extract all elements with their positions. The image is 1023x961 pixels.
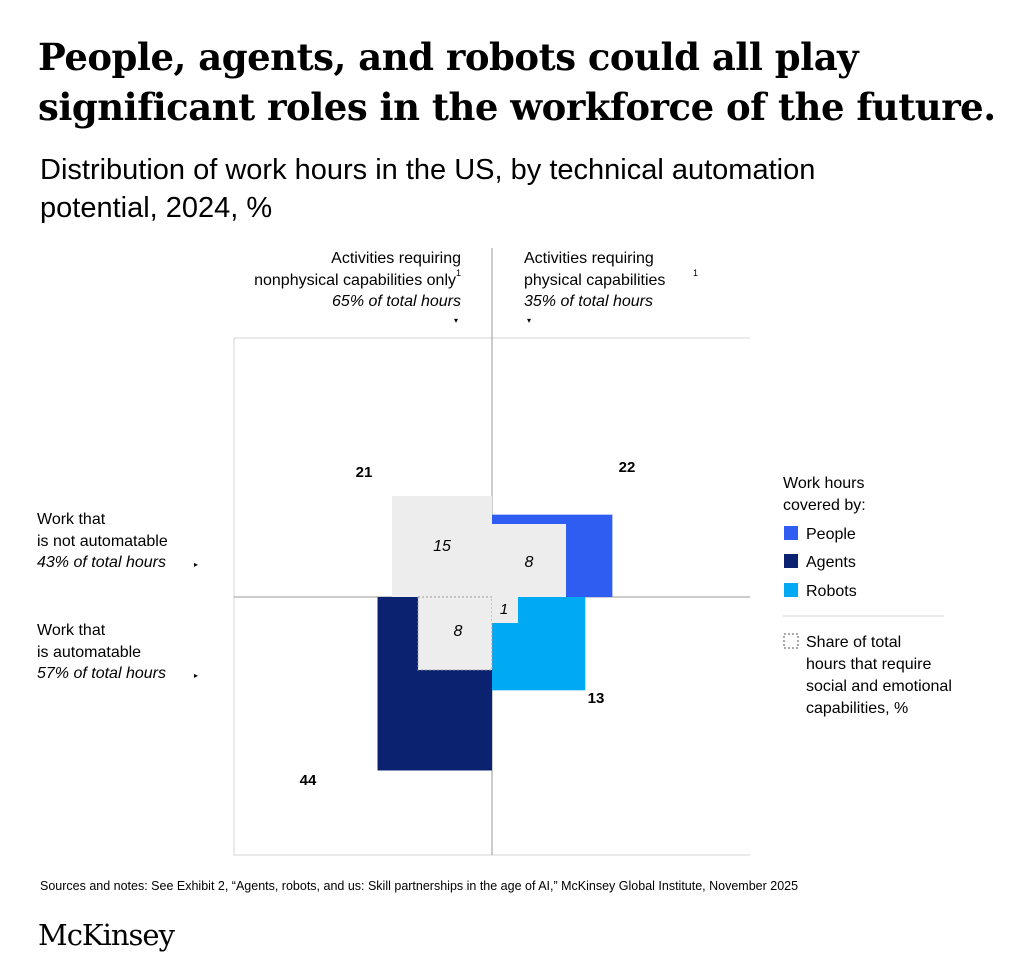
social-value-people-nonphysical: 15 xyxy=(433,538,451,555)
social-box-robots-physical xyxy=(492,597,518,623)
row-marker-automatable: ▸ xyxy=(194,671,198,680)
column-header-nonphysical-line1: Activities requiring xyxy=(331,250,461,267)
legend-title-line2: covered by: xyxy=(783,497,866,514)
row-marker-not-automatable: ▸ xyxy=(194,560,198,569)
value-label-robots-physical: 13 xyxy=(588,690,605,707)
row-header-automatable-line1: Work that xyxy=(37,622,106,639)
subtitle-line-2-main: potential, 2024, xyxy=(40,192,239,224)
subtitle-line-1: Distribution of work hours in the US, by… xyxy=(40,154,816,186)
column-share-nonphysical: 65% of total hours xyxy=(332,293,461,310)
legend-label-agents: Agents xyxy=(806,554,856,571)
row-header-not-automatable-line2: is not automatable xyxy=(37,533,168,550)
legend-social-line1: Share of total xyxy=(806,634,901,651)
row-share-automatable: 57% of total hours xyxy=(37,665,166,682)
column-header-nonphysical-footnote: 1 xyxy=(456,268,461,278)
legend-label-people: People xyxy=(806,526,856,543)
social-value-robots-physical: 1 xyxy=(500,601,508,618)
social-value-agents-nonphysical: 8 xyxy=(454,623,463,640)
subtitle-line-2: potential, 2024, % xyxy=(40,189,1000,227)
legend-swatch-social xyxy=(783,633,799,649)
legend-swatch-robots xyxy=(784,583,798,597)
legend-swatch-people xyxy=(784,526,798,540)
column-marker-nonphysical: ▾ xyxy=(454,316,458,325)
chart-subtitle: Distribution of work hours in the US, by… xyxy=(40,151,1000,227)
legend-social-line4: capabilities, % xyxy=(806,700,908,717)
column-header-nonphysical-line2: nonphysical capabilities only xyxy=(254,272,456,289)
value-label-people-nonphysical: 21 xyxy=(356,464,373,481)
legend-social-line3: social and emotional xyxy=(806,678,952,695)
headline-line-2: significant roles in the workforce of th… xyxy=(38,85,996,129)
legend-social-line2: hours that require xyxy=(806,656,932,673)
legend-title-line1: Work hours xyxy=(783,475,865,492)
legend-swatch-agents xyxy=(784,554,798,568)
column-header-physical-line2: physical capabilities xyxy=(524,272,665,289)
social-box-people-physical xyxy=(492,524,566,597)
column-header-physical-line1: Activities requiring xyxy=(524,250,654,267)
value-label-agents-nonphysical: 44 xyxy=(300,772,317,789)
column-header-physical-footnote: 1 xyxy=(693,268,698,278)
sources-note: Sources and notes: See Exhibit 2, “Agent… xyxy=(40,879,799,893)
column-share-physical: 35% of total hours xyxy=(524,293,653,310)
social-box-people-nonphysical xyxy=(392,496,492,597)
subtitle-unit: % xyxy=(238,192,273,224)
row-header-not-automatable-line1: Work that xyxy=(37,511,106,528)
frame-left-bottom xyxy=(233,338,750,856)
headline: People, agents, and robots could all pla… xyxy=(38,32,998,132)
column-marker-physical: ▾ xyxy=(527,316,531,325)
row-header-automatable-line2: is automatable xyxy=(37,644,141,661)
mckinsey-logo: McKinsey xyxy=(38,918,175,952)
row-share-not-automatable: 43% of total hours xyxy=(37,554,166,571)
social-value-people-physical: 8 xyxy=(525,554,534,571)
legend-label-robots: Robots xyxy=(806,583,857,600)
value-label-people-physical: 22 xyxy=(619,459,636,476)
social-box-agents-nonphysical xyxy=(417,596,493,671)
headline-line-1: People, agents, and robots could all pla… xyxy=(38,35,859,79)
